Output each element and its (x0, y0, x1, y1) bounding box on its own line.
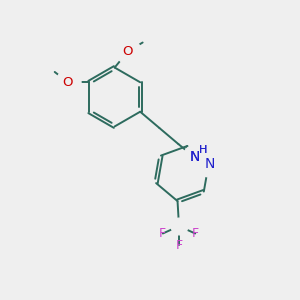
Text: N: N (190, 150, 200, 164)
Text: O: O (123, 45, 133, 58)
Text: F: F (176, 239, 183, 252)
Text: F: F (159, 227, 167, 240)
Text: F: F (192, 227, 199, 240)
Text: N: N (190, 150, 200, 164)
Text: O: O (63, 76, 73, 89)
Text: N: N (205, 157, 215, 171)
Text: H: H (199, 145, 207, 155)
Text: H: H (199, 145, 207, 155)
